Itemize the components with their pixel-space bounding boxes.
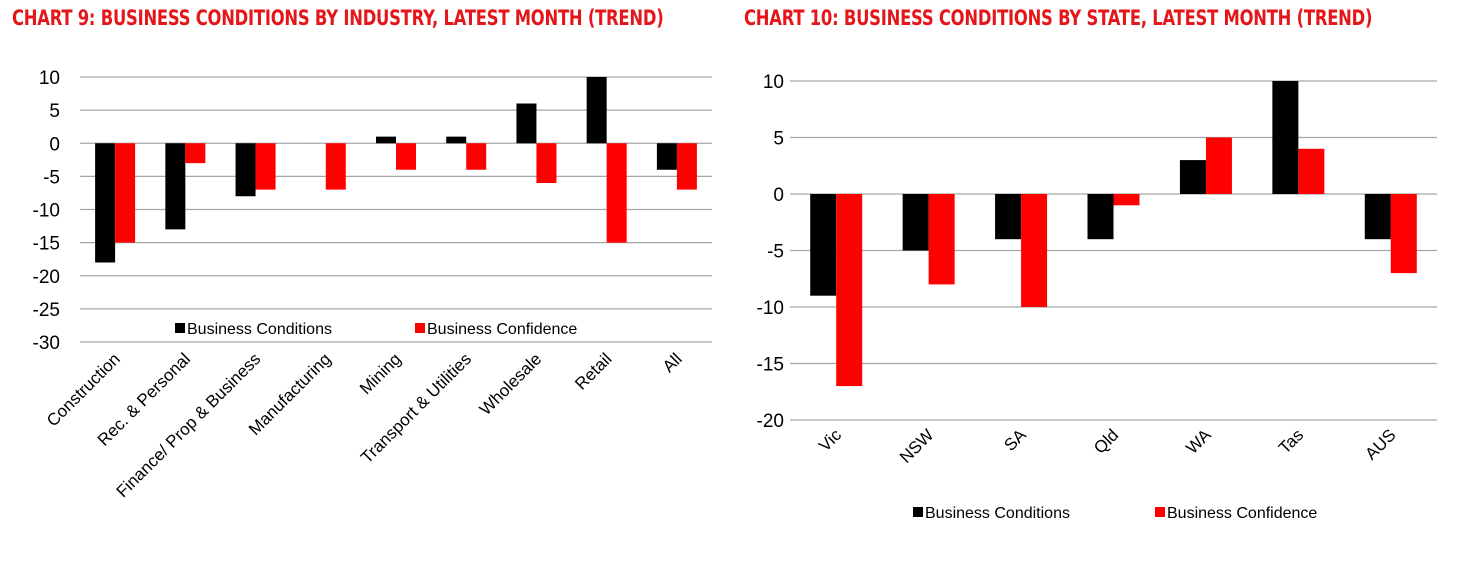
chart-10-title: CHART 10: BUSINESS CONDITIONS BY STATE, … bbox=[744, 6, 1373, 30]
c10-bar-confidence bbox=[1298, 148, 1325, 194]
c10-bar-confidence bbox=[836, 194, 863, 387]
chart-9-title: CHART 9: BUSINESS CONDITIONS BY INDUSTRY… bbox=[12, 6, 664, 30]
c10-legend-label-conditions: Business Conditions bbox=[925, 505, 1070, 522]
c9-legend-swatch-conditions bbox=[175, 323, 185, 333]
c10-bar-conditions bbox=[1179, 160, 1206, 194]
c10-bar-conditions bbox=[1087, 194, 1114, 240]
c10-y-tick-label: -20 bbox=[757, 411, 784, 432]
c9-category-label: Mining bbox=[356, 349, 405, 398]
c9-bar-conditions bbox=[446, 136, 467, 144]
c9-y-tick-label: -15 bbox=[33, 234, 60, 255]
c10-category-label: Tas bbox=[1275, 425, 1307, 457]
c10-bar-confidence bbox=[1205, 137, 1232, 194]
c9-bar-confidence bbox=[325, 143, 346, 190]
c9-y-tick-label: -30 bbox=[33, 333, 60, 354]
c9-category-label: All bbox=[659, 349, 686, 376]
c10-y-tick-label: -15 bbox=[757, 355, 784, 376]
c10-category-label: Qld bbox=[1090, 425, 1122, 457]
c9-y-tick-label: -10 bbox=[33, 201, 60, 222]
c10-legend-label-confidence: Business Confidence bbox=[1167, 505, 1317, 522]
c10-y-tick-label: -5 bbox=[767, 242, 784, 263]
c10-bar-confidence bbox=[1390, 194, 1417, 274]
c9-y-tick-label: -5 bbox=[43, 167, 60, 188]
c9-bar-conditions bbox=[586, 77, 607, 144]
c9-bar-confidence bbox=[676, 143, 697, 190]
c10-y-tick-label: 5 bbox=[773, 129, 784, 150]
c9-bar-confidence bbox=[536, 143, 557, 183]
c9-bar-confidence bbox=[255, 143, 276, 190]
c10-legend-swatch-conditions bbox=[913, 507, 923, 517]
c9-legend-label-conditions: Business Conditions bbox=[187, 321, 332, 338]
c9-y-tick-label: 10 bbox=[39, 68, 60, 89]
c10-y-tick-label: 0 bbox=[773, 185, 784, 206]
c9-category-label: Wholesale bbox=[476, 349, 546, 419]
c9-legend-swatch-confidence bbox=[415, 323, 425, 333]
c9-legend-label-confidence: Business Confidence bbox=[427, 321, 577, 338]
c10-category-label: AUS bbox=[1361, 425, 1399, 463]
c10-bar-confidence bbox=[1113, 194, 1140, 206]
c9-bar-confidence bbox=[466, 143, 487, 170]
c9-y-tick-label: -25 bbox=[33, 300, 60, 321]
c9-y-tick-label: 5 bbox=[49, 101, 60, 122]
c9-y-tick-label: -20 bbox=[33, 267, 60, 288]
c10-category-label: WA bbox=[1182, 425, 1215, 458]
c10-bar-conditions bbox=[902, 194, 929, 251]
c9-bar-confidence bbox=[185, 143, 206, 164]
c10-category-label: Vic bbox=[815, 425, 845, 455]
c10-legend-swatch-confidence bbox=[1155, 507, 1165, 517]
c10-bar-conditions bbox=[810, 194, 837, 296]
c10-y-tick-label: -10 bbox=[757, 298, 784, 319]
c10-bar-conditions bbox=[1364, 194, 1391, 240]
c9-y-tick-label: 0 bbox=[49, 134, 60, 155]
c10-category-label: NSW bbox=[896, 425, 937, 466]
c9-bar-conditions bbox=[95, 143, 116, 263]
c10-y-tick-label: 10 bbox=[763, 72, 784, 93]
c9-bar-conditions bbox=[165, 143, 186, 230]
c9-bar-conditions bbox=[235, 143, 256, 197]
c10-category-label: SA bbox=[1000, 425, 1030, 455]
c10-bar-confidence bbox=[928, 194, 955, 285]
c10-bar-confidence bbox=[1021, 194, 1048, 307]
c9-category-label: Finance/ Prop & Business bbox=[113, 349, 265, 501]
c10-bar-conditions bbox=[995, 194, 1022, 240]
c9-bar-conditions bbox=[376, 136, 396, 144]
c9-bar-conditions bbox=[656, 143, 677, 170]
c9-bar-confidence bbox=[606, 143, 627, 243]
c9-category-label: Retail bbox=[571, 349, 615, 393]
c9-bar-conditions bbox=[516, 103, 537, 144]
c9-bar-confidence bbox=[396, 143, 416, 170]
c10-bar-conditions bbox=[1272, 81, 1299, 194]
c9-bar-confidence bbox=[115, 143, 136, 243]
